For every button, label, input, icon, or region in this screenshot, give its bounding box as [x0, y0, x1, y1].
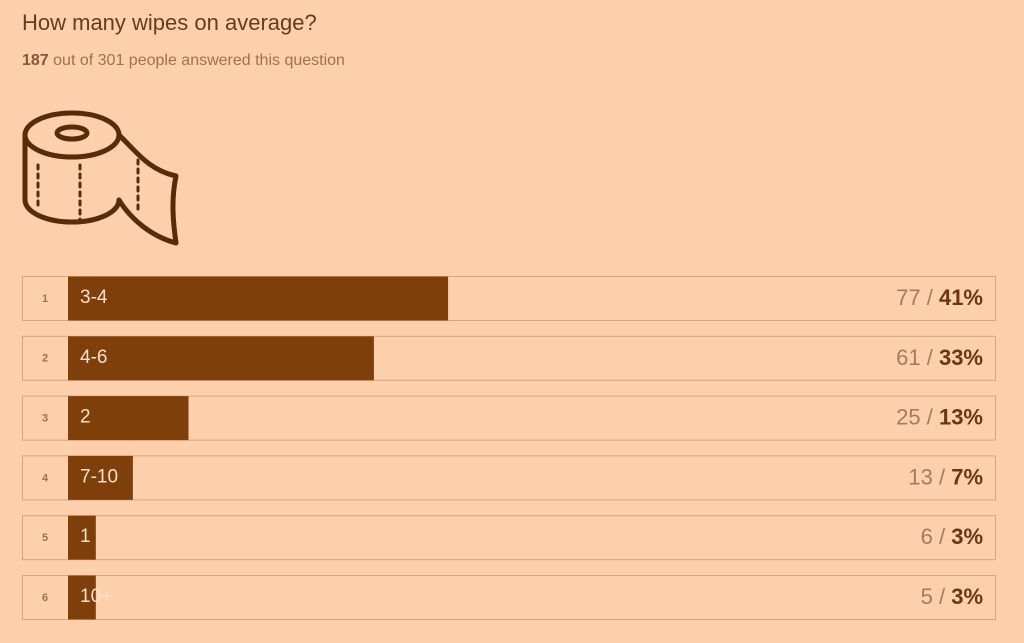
separator: /	[939, 464, 946, 489]
count: 6	[921, 524, 933, 549]
count: 25	[896, 404, 920, 429]
result-box	[22, 276, 996, 321]
subtitle-mid: out of	[53, 52, 94, 69]
option-label: 10+	[80, 586, 112, 607]
bar	[68, 515, 96, 560]
percent: 7%	[951, 464, 983, 489]
percent: 33%	[939, 345, 983, 370]
option-label: 2	[80, 407, 91, 428]
bar	[68, 396, 189, 441]
subtitle-end: people answered this question	[129, 52, 345, 69]
bar	[68, 575, 96, 620]
count: 5	[921, 584, 933, 609]
option-label: 3-4	[80, 287, 108, 308]
result-box	[22, 515, 996, 561]
percent: 41%	[939, 285, 983, 310]
separator: /	[927, 404, 934, 429]
subtitle: 187 out of 301 people answered this ques…	[22, 52, 345, 69]
result-value: 77 / 41%	[896, 285, 983, 310]
result-box	[22, 335, 996, 381]
separator: /	[939, 524, 946, 549]
rank: 5	[42, 532, 48, 544]
result-value: 6 / 3%	[921, 524, 983, 549]
result-value: 13 / 7%	[908, 464, 983, 489]
title: How many wipes on average?	[22, 10, 317, 35]
count: 13	[908, 464, 932, 489]
option-label: 4-6	[80, 347, 107, 368]
result-box	[22, 395, 996, 441]
separator: /	[927, 285, 934, 310]
result-value: 5 / 3%	[921, 584, 983, 609]
result-value: 25 / 13%	[896, 404, 983, 429]
option-label: 1	[80, 526, 91, 547]
bar	[68, 276, 449, 321]
percent: 3%	[951, 524, 983, 549]
bar	[68, 336, 374, 381]
result-box	[22, 455, 996, 501]
bar	[68, 455, 133, 500]
total-count: 301	[98, 52, 125, 69]
result-box	[22, 575, 996, 620]
percent: 3%	[951, 584, 983, 609]
rank: 3	[42, 413, 48, 425]
rank: 1	[42, 293, 48, 305]
rank: 4	[42, 472, 49, 484]
toilet-paper-icon	[22, 110, 179, 246]
rank: 6	[42, 592, 48, 604]
rank: 2	[42, 353, 48, 365]
separator: /	[939, 584, 946, 609]
count: 61	[896, 345, 920, 370]
result-value: 61 / 33%	[896, 345, 983, 370]
percent: 13%	[939, 404, 983, 429]
count: 77	[896, 285, 920, 310]
separator: /	[927, 345, 934, 370]
option-label: 7-10	[80, 466, 118, 487]
answered-count: 187	[22, 52, 49, 69]
